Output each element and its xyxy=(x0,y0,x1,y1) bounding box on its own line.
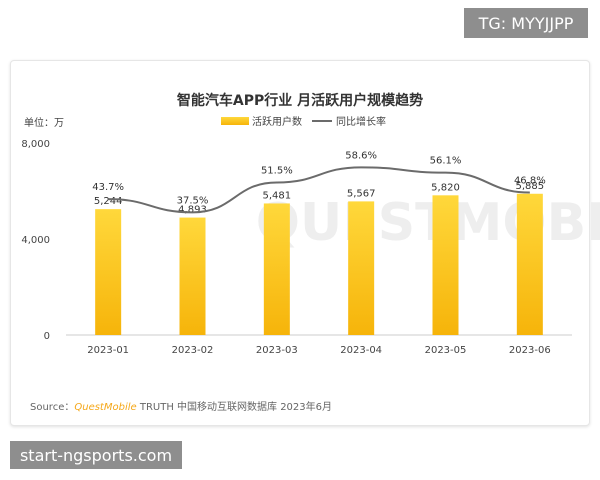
bar-value-label: 5,244 xyxy=(94,196,123,207)
bar-value-label: 5,885 xyxy=(516,181,545,192)
x-tick-label: 2023-04 xyxy=(340,345,382,356)
bar-value-label: 5,820 xyxy=(431,182,460,193)
legend-bar-swatch xyxy=(221,117,249,125)
x-tick-label: 2023-03 xyxy=(256,345,298,356)
bar-labels: 5,244 4,893 5,481 5,567 5,820 5,885 xyxy=(94,181,544,216)
source-prefix: Source： xyxy=(30,402,75,413)
bar xyxy=(348,201,375,335)
growth-rate-label: 56.1% xyxy=(430,156,462,167)
y-tick-label: 8,000 xyxy=(21,139,50,150)
legend-line-label: 同比增长率 xyxy=(336,115,386,128)
chart-title: 智能汽车APP行业 月活跃用户规模趋势 xyxy=(176,92,423,109)
bars xyxy=(95,193,543,335)
growth-rate-labels: 43.7% 37.5% 51.5% 58.6% 56.1% 46.8% xyxy=(92,150,545,206)
growth-rate-label: 37.5% xyxy=(177,195,209,206)
growth-rate-label: 43.7% xyxy=(92,182,124,193)
legend: 活跃用户数 同比增长率 xyxy=(221,115,386,128)
bar-value-label: 4,893 xyxy=(178,205,207,216)
y-axis-ticks: 0 4,000 8,000 xyxy=(21,139,50,342)
bar xyxy=(179,217,206,335)
bar xyxy=(432,195,459,335)
growth-rate-label: 58.6% xyxy=(345,150,377,161)
x-tick-label: 2023-06 xyxy=(509,345,551,356)
y-tick-label: 4,000 xyxy=(21,235,50,246)
legend-bar-label: 活跃用户数 xyxy=(252,115,302,128)
bar xyxy=(95,209,122,335)
y-tick-label: 0 xyxy=(44,331,50,342)
watermark-text: QUESTMOBILE xyxy=(256,193,600,253)
bar-value-label: 5,481 xyxy=(263,190,292,201)
x-axis-labels: 2023-01 2023-02 2023-03 2023-04 2023-05 2023-… xyxy=(87,345,550,356)
growth-rate-label: 51.5% xyxy=(261,165,293,176)
bar xyxy=(263,203,290,335)
x-tick-label: 2023-05 xyxy=(425,345,467,356)
unit-label: 单位：万 xyxy=(24,116,64,129)
telegram-badge: TG: MYYJJPP xyxy=(464,8,588,38)
x-tick-label: 2023-02 xyxy=(172,345,214,356)
source-note: Source：QuestMobile TRUTH 中国移动互联网数据库 2023… xyxy=(30,398,332,413)
source-suffix: TRUTH 中国移动互联网数据库 2023年6月 xyxy=(136,402,333,413)
source-brand: QuestMobile xyxy=(74,402,137,413)
site-badge: start-ngsports.com xyxy=(10,441,182,469)
x-tick-label: 2023-01 xyxy=(87,345,129,356)
growth-rate-line xyxy=(108,166,530,214)
growth-rate-label: 46.8% xyxy=(514,175,546,186)
bar xyxy=(516,193,543,335)
bar-value-label: 5,567 xyxy=(347,188,376,199)
